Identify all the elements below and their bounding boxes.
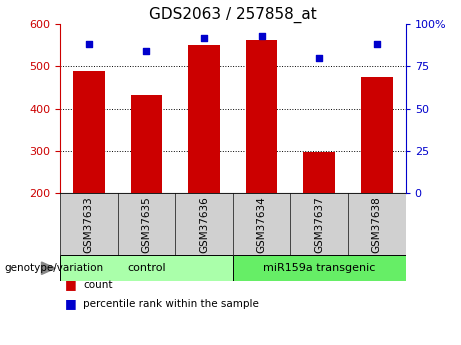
Text: control: control — [127, 263, 165, 273]
Bar — [188, 45, 220, 193]
Text: GSM37638: GSM37638 — [372, 196, 382, 253]
Point — [315, 55, 323, 61]
Text: ■: ■ — [65, 278, 76, 291]
Text: GSM37637: GSM37637 — [314, 196, 324, 253]
Point — [142, 48, 150, 54]
Text: GSM37633: GSM37633 — [84, 196, 94, 253]
Point — [85, 42, 92, 47]
Text: ■: ■ — [65, 297, 76, 310]
Point — [373, 42, 381, 47]
Text: count: count — [83, 280, 112, 289]
Point — [258, 33, 266, 39]
Title: GDS2063 / 257858_at: GDS2063 / 257858_at — [149, 7, 317, 23]
Bar — [73, 71, 105, 193]
Point — [200, 35, 207, 40]
Text: miR159a transgenic: miR159a transgenic — [263, 263, 375, 273]
Bar — [130, 95, 162, 193]
Bar — [303, 152, 335, 193]
Text: genotype/variation: genotype/variation — [5, 263, 104, 273]
Bar — [361, 77, 393, 193]
Text: GSM37635: GSM37635 — [142, 196, 151, 253]
Text: GSM37636: GSM37636 — [199, 196, 209, 253]
Bar — [246, 40, 278, 193]
Text: percentile rank within the sample: percentile rank within the sample — [83, 299, 259, 308]
Text: GSM37634: GSM37634 — [257, 196, 266, 253]
